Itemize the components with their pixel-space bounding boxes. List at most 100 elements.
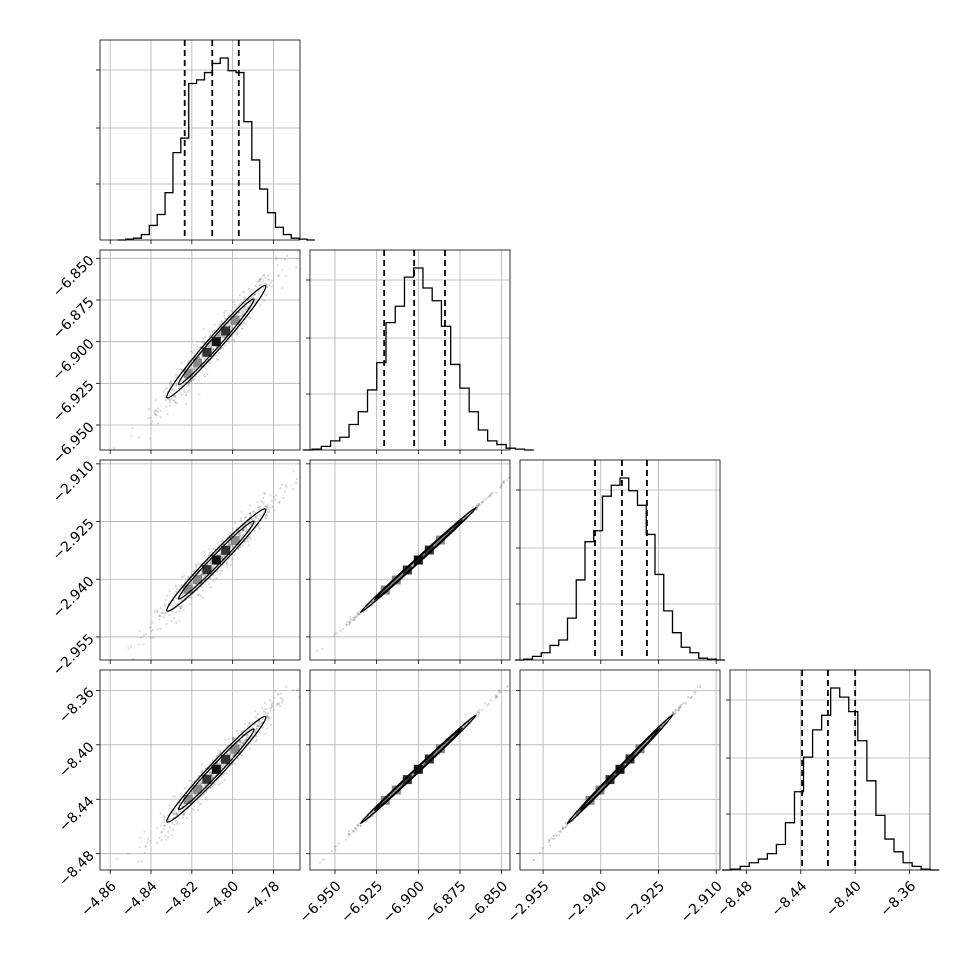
scatter-point (267, 278, 271, 281)
scatter-point (158, 618, 161, 621)
scatter-point (193, 367, 196, 370)
scatter-point (266, 286, 269, 289)
scatter-point (262, 709, 265, 713)
scatter-point (180, 598, 183, 601)
scatter-point (264, 293, 267, 296)
scatter-point (176, 382, 179, 385)
scatter-point (242, 310, 245, 313)
scatter-point (223, 335, 226, 339)
contour-1 (177, 520, 255, 600)
contour-1 (373, 519, 463, 601)
scatter-point (257, 517, 260, 520)
scatter-point (241, 741, 244, 745)
scatter-point (200, 586, 203, 589)
scatter-point (193, 349, 196, 352)
scatter-point (256, 724, 259, 727)
scatter-point (176, 402, 179, 405)
scatter-point (332, 635, 335, 638)
scatter-point (278, 501, 281, 504)
scatter-point (165, 387, 168, 390)
scatter-point (200, 769, 204, 772)
y-tick-label: −6.875 (50, 294, 98, 342)
scatter-point (176, 821, 179, 824)
scatter-point (197, 775, 200, 778)
scatter-point (285, 254, 289, 257)
scatter-point (264, 517, 267, 520)
scatter-point (227, 544, 231, 547)
scatter-point (678, 706, 681, 709)
scatter-point (142, 643, 145, 646)
scatter-point (477, 504, 480, 507)
scatter-point (553, 837, 556, 840)
scatter-point (161, 611, 165, 614)
scatter-point (175, 383, 178, 386)
scatter-point (564, 826, 567, 829)
scatter-point (192, 781, 195, 784)
scatter-point (278, 704, 281, 708)
scatter-point (236, 333, 239, 336)
scatter-point (216, 553, 219, 556)
scatter-point (295, 477, 299, 481)
y-tick-label: −8.48 (56, 848, 98, 890)
scatter-point (476, 505, 479, 508)
scatter-point (225, 563, 228, 566)
scatter-point (366, 819, 369, 822)
scatter-point (211, 785, 214, 788)
scatter-point (485, 497, 488, 500)
scatter-point (671, 712, 675, 715)
scatter-point (234, 306, 237, 309)
density (116, 680, 300, 864)
scatter-point (168, 384, 172, 387)
density-block (413, 764, 423, 774)
scatter-point (164, 598, 168, 602)
scatter-point (241, 291, 244, 294)
scatter-point (321, 647, 324, 651)
scatter-point (256, 501, 259, 504)
scatter-point (209, 560, 212, 563)
scatter-point (164, 396, 167, 399)
scatter-point (139, 836, 142, 839)
scatter-point (175, 813, 178, 816)
scatter-point (264, 276, 267, 279)
scatter-point (503, 479, 506, 483)
scatter-point (174, 395, 177, 398)
scatter-point (345, 623, 348, 626)
histogram-panel-4 (722, 669, 940, 874)
scatter-point (285, 485, 288, 488)
scatter-point (348, 833, 351, 836)
scatter-point (266, 293, 269, 296)
scatter-point (159, 607, 162, 610)
scatter-point (172, 828, 175, 832)
scatter-point (257, 724, 260, 727)
scatter-point (174, 401, 178, 404)
scatter-point (113, 447, 116, 450)
density-blocks (183, 744, 240, 804)
panel-frame (309, 459, 511, 661)
scatter-point (481, 499, 485, 502)
scatter-point (270, 499, 273, 502)
scatter-point (231, 326, 234, 330)
scatter-point (223, 311, 226, 315)
scatter-point (359, 824, 362, 828)
scatter-point (192, 377, 195, 380)
scatter-point (348, 623, 351, 627)
scatter-point (267, 278, 270, 282)
scatter-point (316, 649, 319, 652)
scatter-point (181, 594, 184, 597)
y-tick-label: −6.925 (50, 378, 98, 426)
scatter-point (170, 379, 173, 382)
scatter-point (159, 416, 162, 419)
scatter-point (201, 596, 204, 599)
scatter-point (217, 783, 220, 786)
scatter-point (156, 410, 159, 413)
scatter-point (145, 845, 148, 848)
scatter-point (684, 702, 688, 705)
scatter-point (255, 727, 258, 730)
scatter-point (164, 388, 167, 391)
scatter-point (242, 529, 245, 532)
scatter-point (223, 317, 227, 320)
scatter-point (237, 533, 241, 536)
scatter-point (271, 701, 274, 705)
scatter-point (223, 779, 227, 782)
scatter-point (196, 800, 199, 804)
